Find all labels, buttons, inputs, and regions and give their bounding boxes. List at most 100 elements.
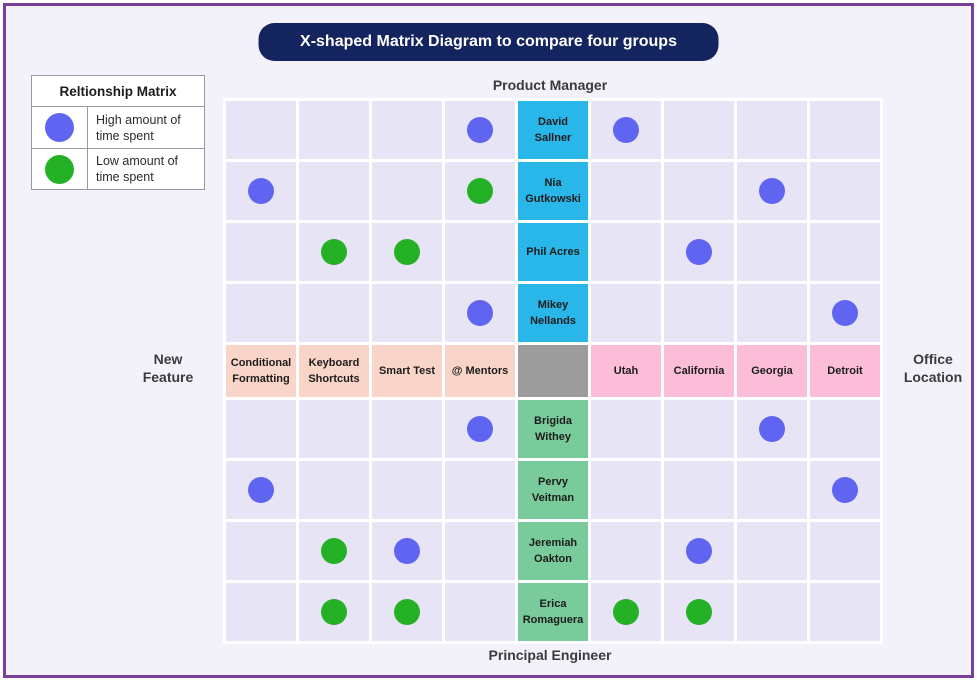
legend-item-label: Low amount of time spent xyxy=(96,154,178,184)
legend: Reltionship Matrix High amount of time s… xyxy=(31,75,205,190)
high-time-dot xyxy=(45,113,74,142)
low-time-dot xyxy=(394,239,420,265)
high-time-dot xyxy=(686,239,712,265)
product-manager-cell: Nia Gutkowski xyxy=(518,162,588,220)
matrix-cell xyxy=(372,223,442,281)
matrix-cell xyxy=(664,223,734,281)
page-title: X-shaped Matrix Diagram to compare four … xyxy=(258,23,719,61)
legend-swatch-cell xyxy=(32,149,88,189)
low-time-dot xyxy=(321,599,347,625)
low-time-dot xyxy=(321,538,347,564)
high-time-dot xyxy=(759,178,785,204)
matrix-cell xyxy=(591,461,661,519)
matrix-cell xyxy=(226,522,296,580)
matrix-cell xyxy=(299,284,369,342)
matrix-cell xyxy=(664,400,734,458)
matrix-cell xyxy=(226,223,296,281)
legend-item-low: Low amount of time spent xyxy=(32,148,204,189)
feature-cell: Smart Test xyxy=(372,345,442,397)
matrix-cell xyxy=(737,284,807,342)
matrix-cell xyxy=(299,101,369,159)
matrix-cell xyxy=(299,162,369,220)
matrix-cell xyxy=(299,522,369,580)
matrix-cell xyxy=(737,522,807,580)
matrix-cell xyxy=(664,522,734,580)
high-time-dot xyxy=(832,477,858,503)
matrix-cell xyxy=(737,101,807,159)
matrix-cell xyxy=(226,400,296,458)
matrix-cell xyxy=(810,522,880,580)
matrix-cell xyxy=(372,461,442,519)
matrix-cell xyxy=(372,284,442,342)
matrix-cell xyxy=(445,101,515,159)
principal-engineer-cell: Brigida Withey xyxy=(518,400,588,458)
low-time-dot xyxy=(394,599,420,625)
axis-label-right: Office Location xyxy=(903,351,963,385)
matrix-cell xyxy=(810,223,880,281)
feature-cell: Keyboard Shortcuts xyxy=(299,345,369,397)
matrix-grid: David Sallner Nia Gutkowski Phil Acres Mike… xyxy=(223,98,883,644)
matrix-cell xyxy=(226,583,296,641)
product-manager-cell: David Sallner xyxy=(518,101,588,159)
matrix-cell xyxy=(372,522,442,580)
matrix-cell xyxy=(664,284,734,342)
legend-title: Reltionship Matrix xyxy=(32,76,204,107)
axis-label-bottom: Principal Engineer xyxy=(488,647,612,663)
matrix-cell xyxy=(810,400,880,458)
axis-label-top: Product Manager xyxy=(492,77,608,93)
high-time-dot xyxy=(467,416,493,442)
matrix-cell xyxy=(372,583,442,641)
high-time-dot xyxy=(467,117,493,143)
matrix-cell xyxy=(810,583,880,641)
principal-engineer-cell: Pervy Veitman xyxy=(518,461,588,519)
matrix-cell xyxy=(591,522,661,580)
low-time-dot xyxy=(321,239,347,265)
high-time-dot xyxy=(686,538,712,564)
high-time-dot xyxy=(394,538,420,564)
matrix-cell xyxy=(591,101,661,159)
matrix-cell xyxy=(226,461,296,519)
matrix-cell xyxy=(737,223,807,281)
matrix-cell xyxy=(664,162,734,220)
location-cell: Detroit xyxy=(810,345,880,397)
matrix-cell xyxy=(445,162,515,220)
matrix-cell xyxy=(810,162,880,220)
feature-cell: @ Mentors xyxy=(445,345,515,397)
legend-swatch-cell xyxy=(32,107,88,148)
matrix-cell xyxy=(226,284,296,342)
low-time-dot xyxy=(613,599,639,625)
matrix-cell xyxy=(591,223,661,281)
matrix-cell xyxy=(299,461,369,519)
feature-cell: Conditional Formatting xyxy=(226,345,296,397)
matrix-cell xyxy=(226,162,296,220)
matrix-cell xyxy=(372,162,442,220)
matrix-cell xyxy=(445,400,515,458)
high-time-dot xyxy=(613,117,639,143)
matrix-cell xyxy=(299,583,369,641)
matrix-cell xyxy=(445,284,515,342)
matrix-cell xyxy=(445,583,515,641)
high-time-dot xyxy=(467,300,493,326)
location-cell: California xyxy=(664,345,734,397)
legend-item-label: High amount of time spent xyxy=(96,112,181,143)
high-time-dot xyxy=(248,178,274,204)
low-time-dot xyxy=(686,599,712,625)
center-cell xyxy=(518,345,588,397)
matrix-cell xyxy=(445,461,515,519)
matrix-cell xyxy=(737,461,807,519)
principal-engineer-cell: Erica Romaguera xyxy=(518,583,588,641)
location-cell: Georgia xyxy=(737,345,807,397)
axis-label-left: New Feature xyxy=(142,351,194,385)
matrix-cell xyxy=(664,461,734,519)
matrix-cell xyxy=(372,400,442,458)
matrix-cell xyxy=(737,400,807,458)
matrix-cell xyxy=(737,583,807,641)
matrix-cell xyxy=(445,223,515,281)
diagram-frame: X-shaped Matrix Diagram to compare four … xyxy=(3,3,974,678)
matrix-cell xyxy=(591,583,661,641)
product-manager-cell: Mikey Nellands xyxy=(518,284,588,342)
matrix-cell xyxy=(372,101,442,159)
matrix-cell xyxy=(664,583,734,641)
matrix-cell xyxy=(299,400,369,458)
matrix-cell xyxy=(810,284,880,342)
